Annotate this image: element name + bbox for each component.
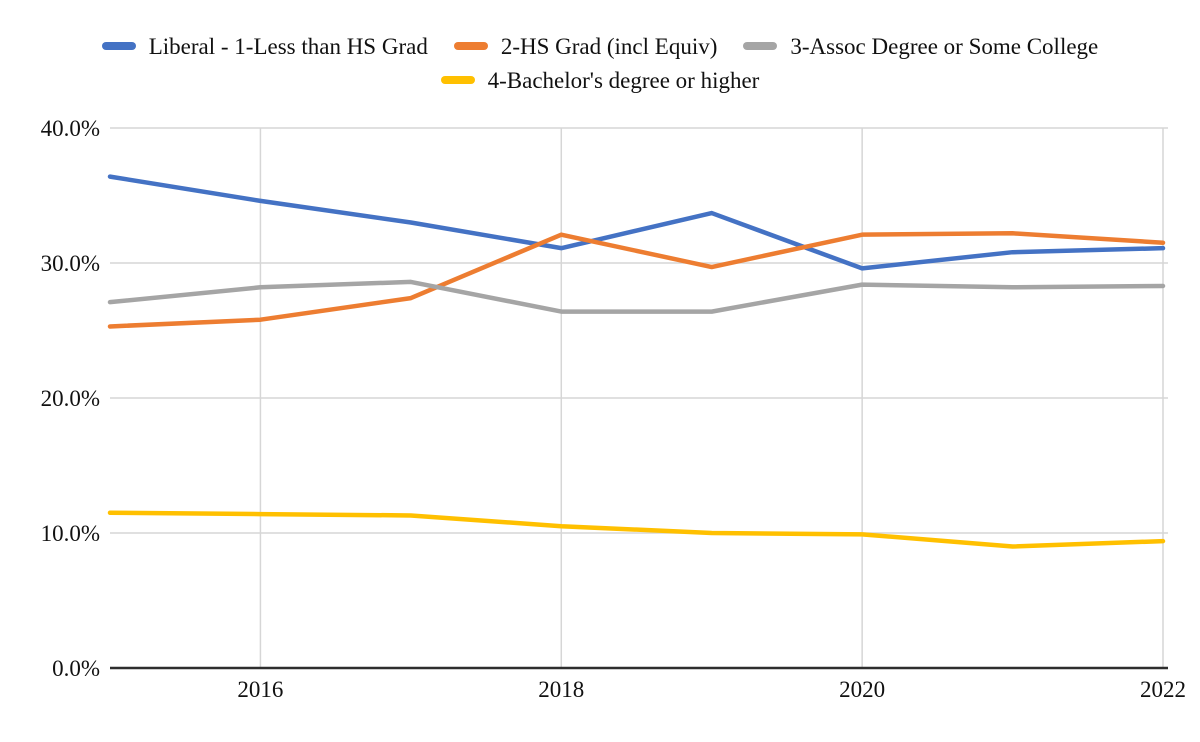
legend-item-series-1: 2-HS Grad (incl Equiv) <box>453 33 718 59</box>
legend-row-1: Liberal - 1-Less than HS Grad 2-HS Grad … <box>101 29 1098 63</box>
y-axis-tick-label: 40.0% <box>41 116 100 141</box>
y-axis-tick-label: 20.0% <box>41 386 100 411</box>
legend-item-series-3: 4-Bachelor's degree or higher <box>440 67 760 93</box>
x-axis-tick-label: 2022 <box>1140 677 1186 702</box>
y-axis-tick-label: 30.0% <box>41 251 100 276</box>
legend-label: 2-HS Grad (incl Equiv) <box>500 33 718 59</box>
x-axis-tick-label: 2016 <box>237 677 283 702</box>
series-line-0 <box>107 174 1166 271</box>
chart-legend: Liberal - 1-Less than HS Grad 2-HS Grad … <box>0 29 1200 97</box>
legend-swatch-icon <box>743 42 778 50</box>
y-axis-tick-label: 10.0% <box>41 521 100 546</box>
legend-label: Liberal - 1-Less than HS Grad <box>148 33 428 59</box>
x-axis-tick-label: 2020 <box>839 677 885 702</box>
series-line-3 <box>107 510 1166 549</box>
y-axis-tick-label: 0.0% <box>52 656 100 681</box>
legend-swatch-icon <box>101 42 136 50</box>
legend-item-series-2: 3-Assoc Degree or Some College <box>743 35 1098 58</box>
x-axis-tick-label: 2018 <box>538 677 584 702</box>
legend-row-2: 4-Bachelor's degree or higher <box>440 63 760 97</box>
legend-label: 4-Bachelor's degree or higher <box>487 67 760 93</box>
legend-swatch-icon <box>453 42 488 50</box>
legend-item-series-0: Liberal - 1-Less than HS Grad <box>101 33 428 59</box>
legend-swatch-icon <box>440 76 475 84</box>
series-line-1 <box>107 231 1166 329</box>
legend-label: 3-Assoc Degree or Some College <box>790 33 1099 59</box>
series-line-2 <box>107 279 1166 314</box>
